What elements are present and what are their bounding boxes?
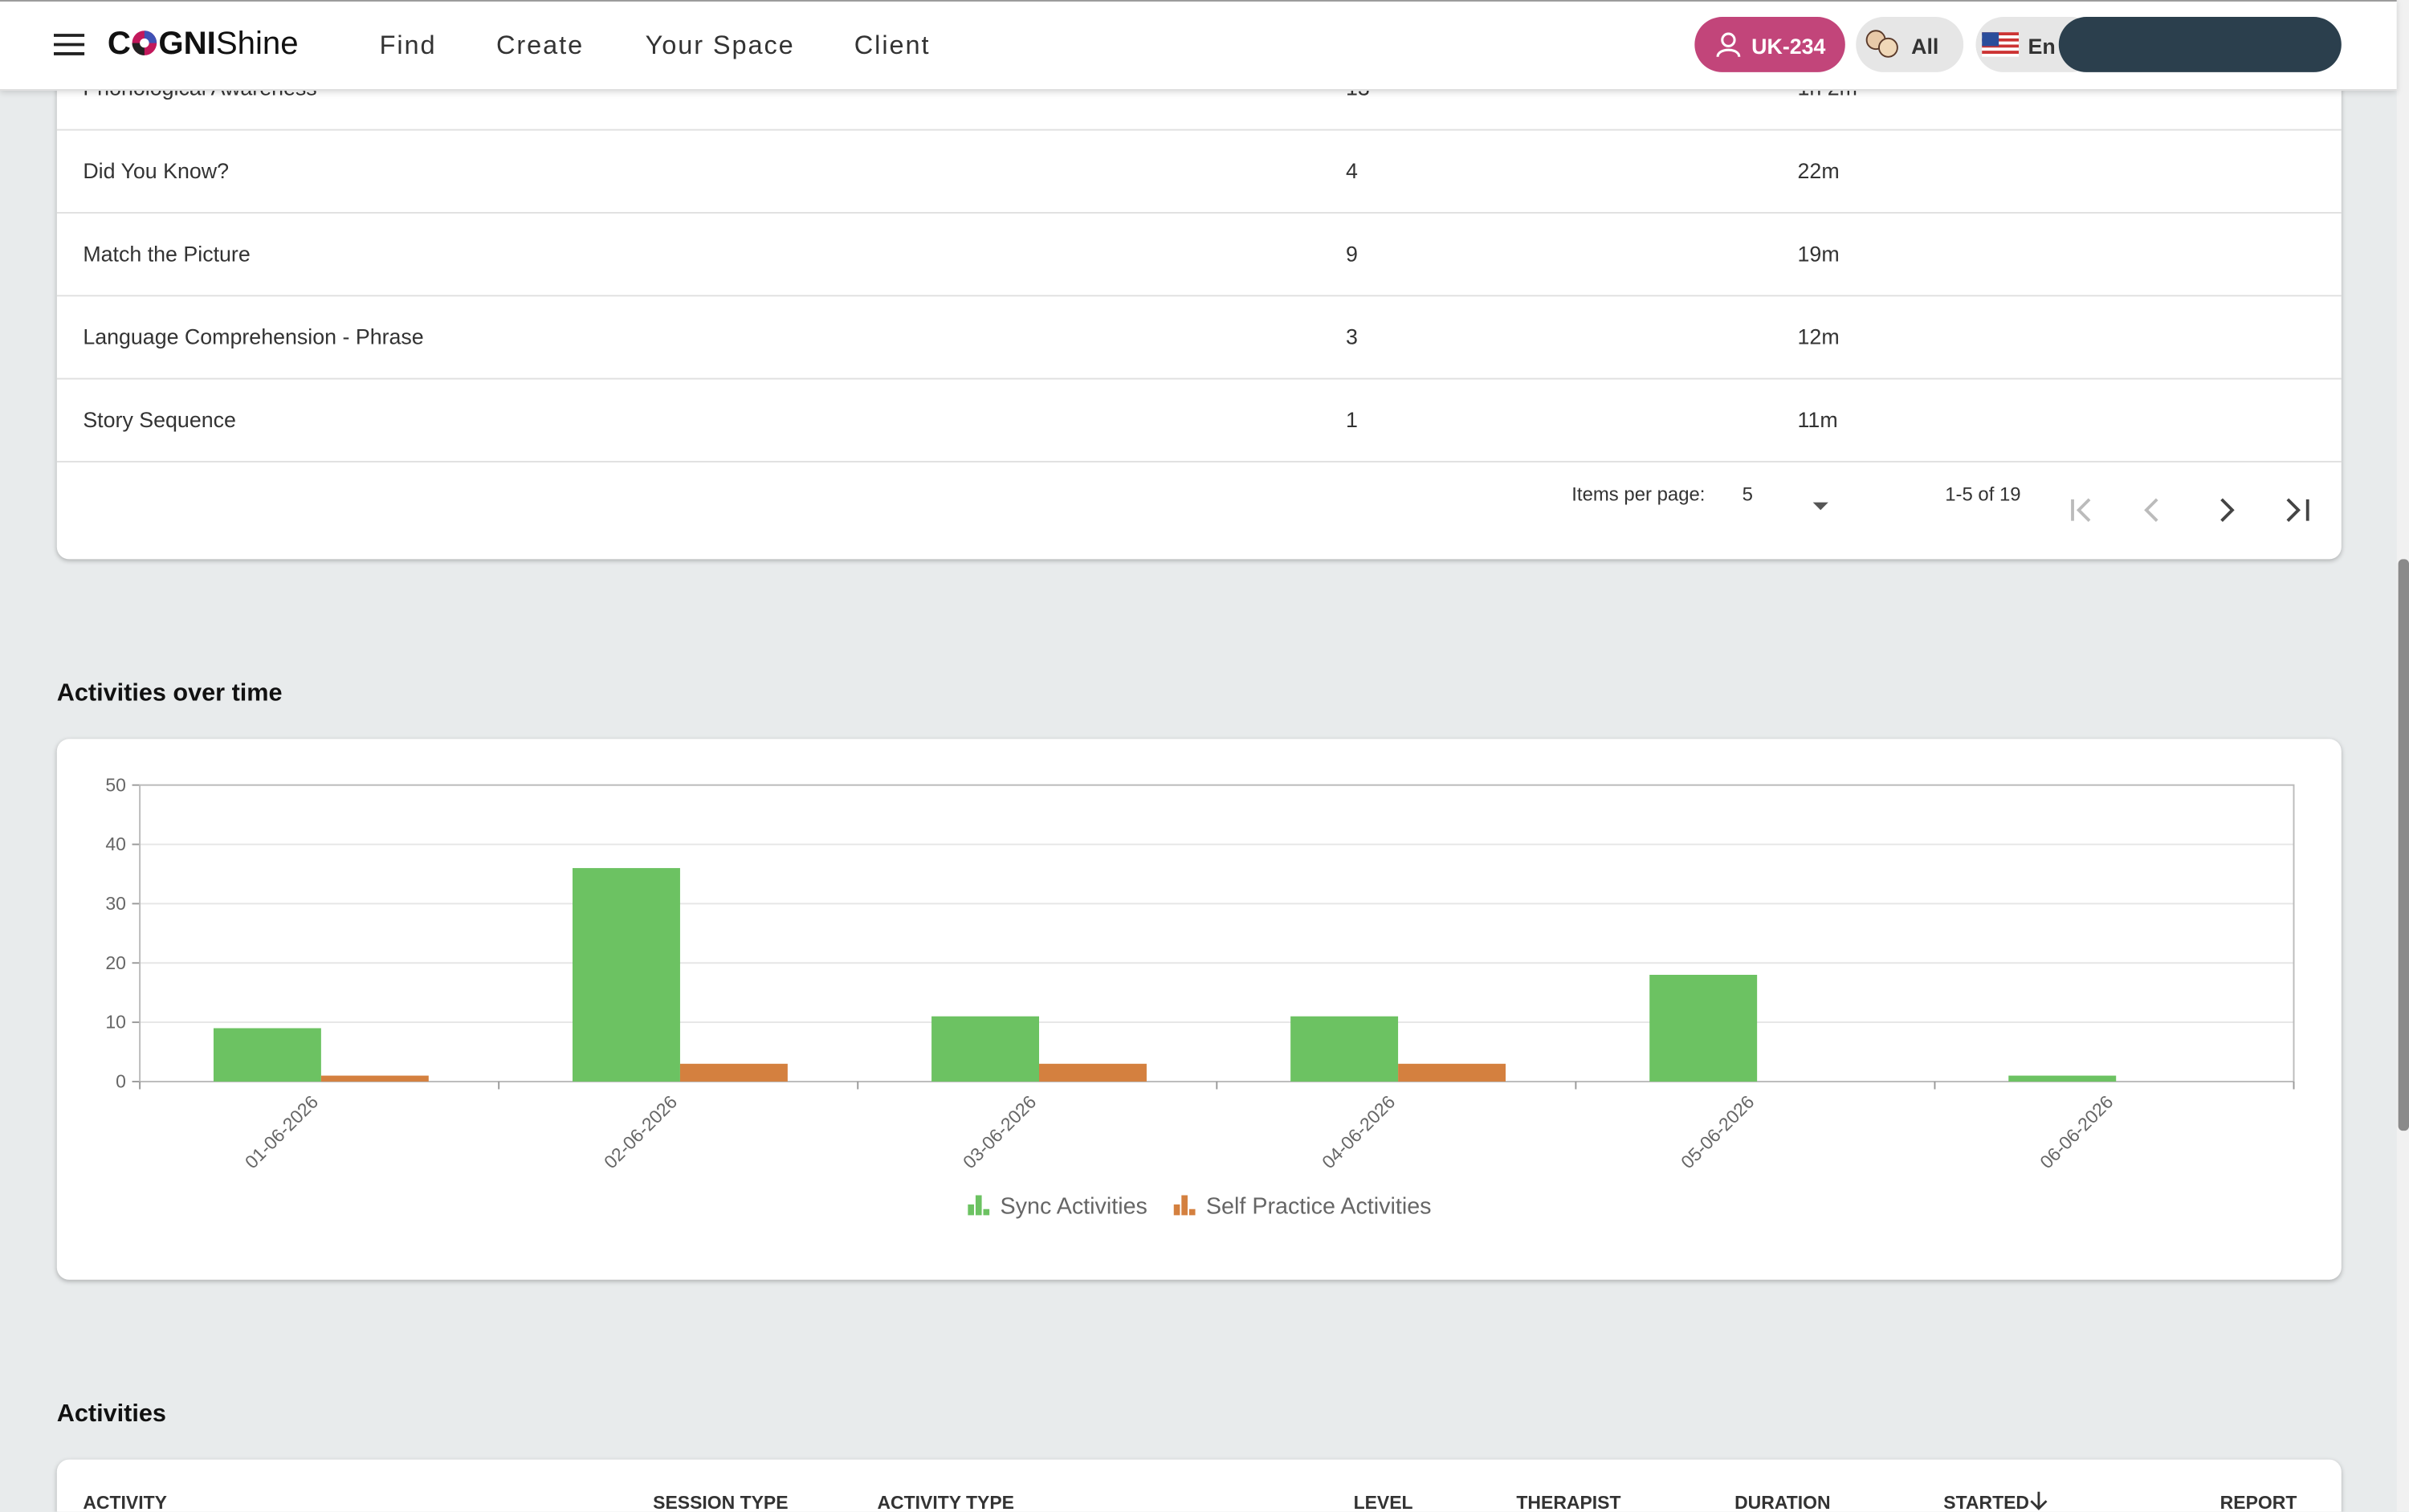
cell: 4 <box>1346 158 1358 183</box>
filter-label: All <box>1911 34 1939 59</box>
table-row[interactable]: Story Sequence 1 11m <box>56 378 2342 463</box>
cell: Did You Know? <box>83 158 230 183</box>
bar <box>1649 975 1758 1082</box>
column-header: ACTIVITY TYPE <box>877 1491 1015 1512</box>
cell: 12m <box>1797 324 1840 349</box>
plot-border <box>139 784 2295 1082</box>
filter-chip[interactable]: All <box>1856 17 1964 72</box>
summary-table: Phonological Awareness131h 2m Did You Kn… <box>56 0 2342 560</box>
logo-text: C <box>107 26 131 62</box>
nav-link[interactable]: Client <box>854 31 931 60</box>
column-header: REPORT <box>2219 1491 2297 1512</box>
cell: 11m <box>1797 407 1838 432</box>
column-header[interactable]: STARTED <box>1943 1491 2030 1512</box>
bar <box>1398 1063 1506 1082</box>
nav-link[interactable]: Your Space <box>645 31 795 60</box>
bar <box>320 1075 429 1082</box>
cell: Language Comprehension - Phrase <box>83 324 424 349</box>
user-badge[interactable]: UK-234 <box>1694 17 1845 72</box>
cell: 3 <box>1346 324 1358 349</box>
language-label: En <box>2028 34 2056 59</box>
logo[interactable]: C GNIShine <box>108 26 299 63</box>
column-header: THERAPIST <box>1516 1491 1621 1512</box>
y-tick-label: 30 <box>105 893 126 914</box>
cell: Match the Picture <box>83 241 251 266</box>
nav-link[interactable]: Find <box>379 31 437 60</box>
activities-table <box>56 1459 2342 1512</box>
logo-text: Shine <box>215 26 299 62</box>
x-tick-label: 04-06-2026 <box>1318 1091 1399 1172</box>
legend-icon <box>968 1204 975 1216</box>
bar <box>213 1028 321 1082</box>
x-tick-label: 02-06-2026 <box>600 1091 681 1172</box>
column-header: LEVEL <box>1353 1491 1413 1512</box>
chart: 0 10 20 30 40 50 01-06-2026 02-06-2026 03-06-202… <box>105 774 2295 1219</box>
logo-text: GNI <box>158 26 216 62</box>
user-icon <box>1716 32 1741 58</box>
redacted-area <box>2058 17 2342 72</box>
cell: 1 <box>1346 407 1358 432</box>
bar <box>1290 1016 1399 1082</box>
legend-icon <box>1173 1204 1180 1216</box>
logo-icon <box>132 31 157 55</box>
y-tick-label: 20 <box>105 952 126 973</box>
legend-label: Self Practice Activities <box>1206 1193 1432 1219</box>
column-header: ACTIVITY <box>83 1491 167 1512</box>
x-tick-label: 01-06-2026 <box>241 1091 322 1172</box>
y-tick-label: 10 <box>105 1012 126 1033</box>
legend-icon <box>983 1208 990 1216</box>
table-row[interactable]: Language Comprehension - Phrase 3 12m <box>56 295 2342 380</box>
column-header: DURATION <box>1734 1491 1831 1512</box>
bar <box>1039 1063 1147 1082</box>
x-tick-label: 03-06-2026 <box>959 1091 1040 1172</box>
sort-arrow[interactable] <box>2029 1490 2048 1512</box>
y-tick-label: 40 <box>105 833 126 854</box>
items-per-page-label: Items per page: <box>1571 483 1706 506</box>
legend-icon <box>1188 1208 1196 1216</box>
bar <box>2008 1075 2117 1082</box>
legend-icon <box>1181 1195 1188 1216</box>
cell: 9 <box>1346 241 1358 266</box>
dropdown-arrow[interactable] <box>1812 501 1833 513</box>
page-range: 1-5 of 19 <box>1945 483 2021 506</box>
nav-link[interactable]: Create <box>495 31 585 60</box>
top-bar: C GNIShine Find Create Your Space Client … <box>0 0 2397 91</box>
filter-icon <box>1865 30 1898 58</box>
bar <box>573 868 680 1082</box>
section-title: Activities <box>56 1400 166 1428</box>
user-id: UK-234 <box>1751 34 1826 59</box>
y-tick-label: 0 <box>116 1071 126 1092</box>
x-tick-label: 06-06-2026 <box>2036 1091 2117 1172</box>
chart-card: 0 10 20 30 40 50 01-06-2026 02-06-2026 03-06-202… <box>56 739 2342 1280</box>
column-header: SESSION TYPE <box>653 1491 789 1512</box>
legend-icon <box>975 1195 982 1216</box>
cell: Story Sequence <box>83 407 236 432</box>
cell: 22m <box>1797 158 1840 183</box>
table-row[interactable]: Match the Picture 9 19m <box>56 212 2342 297</box>
legend-item[interactable]: Sync Activities <box>968 1193 1147 1219</box>
menu-button[interactable] <box>53 32 85 57</box>
section-title: Activities over time <box>56 680 283 707</box>
bar <box>679 1063 788 1082</box>
cell: 19m <box>1797 241 1840 266</box>
pagination-buttons[interactable] <box>2054 495 2330 525</box>
bar <box>931 1016 1040 1082</box>
x-tick-label: 05-06-2026 <box>1677 1091 1758 1172</box>
scrollbar-thumb[interactable] <box>2398 559 2409 1131</box>
legend-item[interactable]: Self Practice Activities <box>1173 1193 1432 1219</box>
table-row[interactable]: Did You Know? 4 22m <box>56 129 2342 214</box>
legend-label: Sync Activities <box>1001 1193 1147 1219</box>
items-per-page-select[interactable]: 5 <box>1742 483 1753 506</box>
y-tick-label: 50 <box>105 774 126 795</box>
flag-icon <box>1982 32 2020 57</box>
